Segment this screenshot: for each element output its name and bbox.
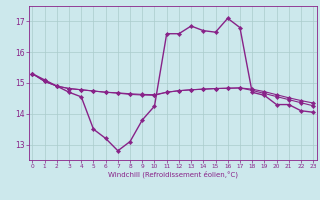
X-axis label: Windchill (Refroidissement éolien,°C): Windchill (Refroidissement éolien,°C) — [108, 171, 238, 178]
